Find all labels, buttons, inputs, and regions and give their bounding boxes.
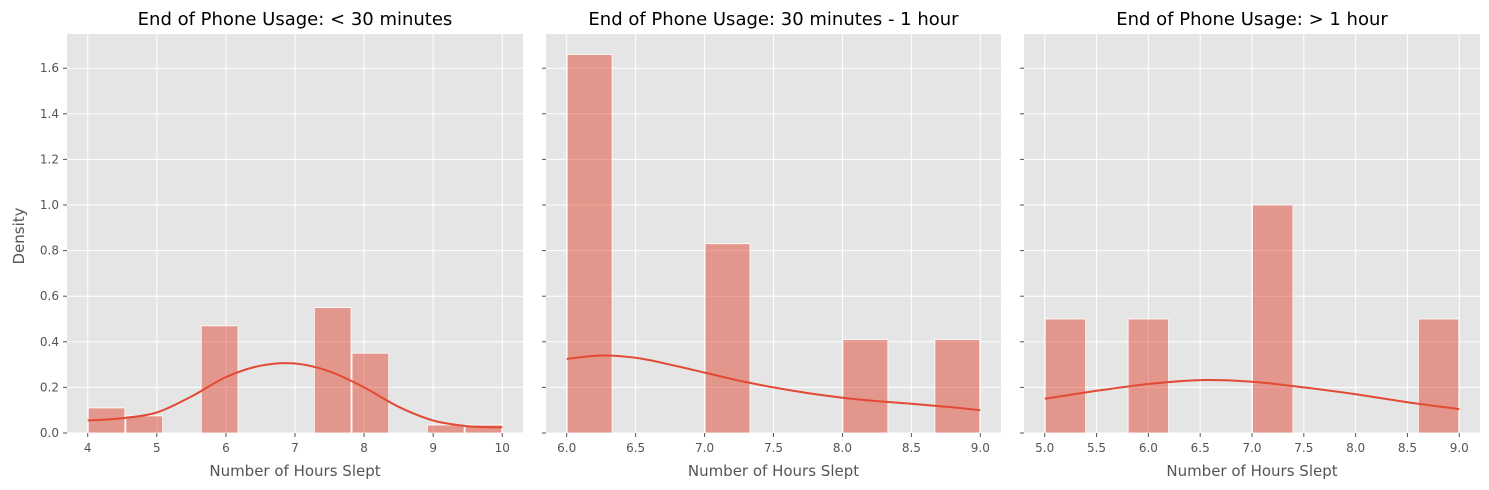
x-tick-label: 6.5 bbox=[626, 441, 645, 455]
x-tick-label: 6.0 bbox=[1139, 441, 1158, 455]
kde-line bbox=[87, 362, 503, 429]
subplot-1: 4 5 6 7 8 9 10 0.0 0.2 0.4 0.6 0.8 1.0 1.2 1.4 1.6 End o… bbox=[40, 9, 523, 480]
y-tick-label: 0.8 bbox=[40, 244, 59, 258]
x-tick-label: 8.5 bbox=[1398, 441, 1417, 455]
subplot-title: End of Phone Usage: < 30 minutes bbox=[138, 9, 453, 30]
x-tick-label: 4 bbox=[84, 441, 92, 455]
shared-y-axis-label: Density bbox=[10, 207, 28, 264]
histogram-bar bbox=[1044, 318, 1087, 434]
y-tick-label: 1.4 bbox=[40, 107, 59, 121]
x-tick-label: 7.5 bbox=[1294, 441, 1313, 455]
subplot-2: 6.0 6.5 7.0 7.5 8.0 8.5 9.0 End of Phone Usage:… bbox=[542, 9, 1001, 480]
subplot-title: End of Phone Usage: 30 minutes - 1 hour bbox=[588, 9, 959, 30]
histogram-bar bbox=[842, 339, 889, 434]
x-tick-label: 9.0 bbox=[1450, 441, 1469, 455]
x-tick-label: 7.0 bbox=[1242, 441, 1261, 455]
x-tick-label: 7.5 bbox=[764, 441, 783, 455]
histogram-bar bbox=[704, 243, 751, 434]
x-axis-label: Number of Hours Slept bbox=[209, 462, 380, 480]
y-tick-label: 0.6 bbox=[40, 289, 59, 303]
y-tick-label: 0.4 bbox=[40, 335, 59, 349]
histogram-bar bbox=[1417, 318, 1460, 434]
x-tick-label: 9.0 bbox=[971, 441, 990, 455]
subplot-3: 5.0 5.5 6.0 6.5 7.0 7.5 8.0 8.5 9.0 End of Phone … bbox=[1020, 9, 1480, 480]
subplot-title: End of Phone Usage: > 1 hour bbox=[1116, 9, 1388, 30]
kde-line bbox=[1044, 379, 1460, 411]
x-tick-label: 6.5 bbox=[1191, 441, 1210, 455]
y-tick-label: 1.6 bbox=[40, 61, 59, 75]
x-tick-label: 7 bbox=[291, 441, 299, 455]
x-tick-label: 5.0 bbox=[1035, 441, 1054, 455]
histogram-bar bbox=[313, 307, 352, 434]
y-tick-label: 1.0 bbox=[40, 198, 59, 212]
x-tick-label: 5.5 bbox=[1087, 441, 1106, 455]
histogram-bar bbox=[464, 424, 503, 434]
x-tick-label: 10 bbox=[495, 441, 510, 455]
y-tick-label: 0.2 bbox=[40, 380, 59, 394]
x-tick-label: 8.5 bbox=[902, 441, 921, 455]
x-tick-label: 7.0 bbox=[695, 441, 714, 455]
x-tick-label: 8.0 bbox=[833, 441, 852, 455]
histogram-bar bbox=[934, 339, 981, 434]
histogram-bar bbox=[1252, 204, 1294, 434]
x-tick-label: 6.0 bbox=[557, 441, 576, 455]
histogram-bar bbox=[566, 54, 613, 434]
x-tick-label: 9 bbox=[429, 441, 437, 455]
x-tick-label: 5 bbox=[153, 441, 161, 455]
x-tick-label: 6 bbox=[222, 441, 230, 455]
x-axis-label: Number of Hours Slept bbox=[688, 462, 859, 480]
y-tick-label: 1.2 bbox=[40, 152, 59, 166]
histogram-bar bbox=[351, 352, 390, 434]
histogram-bar bbox=[426, 424, 465, 434]
y-tick-label: 0.0 bbox=[40, 426, 59, 440]
x-tick-label: 8 bbox=[360, 441, 368, 455]
x-tick-label: 8.0 bbox=[1346, 441, 1365, 455]
histogram-bar bbox=[1127, 318, 1169, 434]
histogram-bar bbox=[125, 415, 164, 434]
kde-line bbox=[566, 354, 981, 412]
x-axis-label: Number of Hours Slept bbox=[1166, 462, 1337, 480]
